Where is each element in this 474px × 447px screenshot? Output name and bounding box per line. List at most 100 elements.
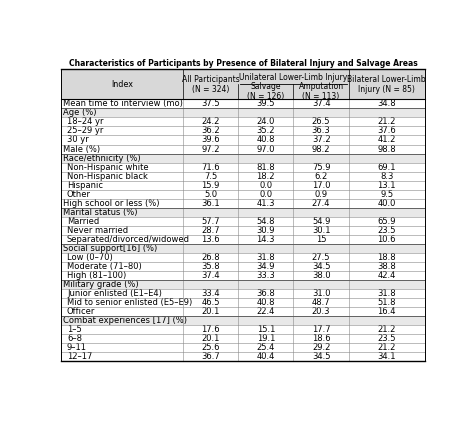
Text: 37.6: 37.6	[377, 127, 396, 135]
Text: 48.7: 48.7	[312, 298, 330, 307]
Text: 18.6: 18.6	[312, 334, 330, 343]
Text: Other: Other	[67, 190, 91, 198]
Bar	[61, 316, 425, 325]
Text: Mid to senior enlisted (E5–E9): Mid to senior enlisted (E5–E9)	[67, 298, 192, 307]
Text: 9.5: 9.5	[380, 190, 393, 198]
Bar	[61, 135, 425, 144]
Text: 15: 15	[316, 235, 327, 244]
Text: 69.1: 69.1	[377, 163, 396, 172]
Text: 39.5: 39.5	[256, 99, 275, 109]
Text: 37.4: 37.4	[312, 99, 330, 109]
Bar	[61, 289, 425, 298]
Text: 26.8: 26.8	[201, 253, 220, 262]
Text: 37.5: 37.5	[201, 99, 220, 109]
Text: 6.2: 6.2	[314, 172, 328, 181]
Bar	[61, 181, 425, 190]
Bar	[61, 190, 425, 198]
Bar	[61, 144, 425, 153]
Text: 21.2: 21.2	[378, 118, 396, 127]
Text: 17.0: 17.0	[312, 181, 330, 190]
Bar	[61, 352, 425, 361]
Text: All Participants
(N = 324): All Participants (N = 324)	[182, 75, 239, 94]
Text: Junior enlisted (E1–E4): Junior enlisted (E1–E4)	[67, 289, 162, 298]
Text: 28.7: 28.7	[201, 226, 220, 235]
Text: 34.9: 34.9	[256, 262, 275, 271]
Text: 19.1: 19.1	[256, 334, 275, 343]
Bar	[61, 343, 425, 352]
Text: 10.6: 10.6	[377, 235, 396, 244]
Text: 33.4: 33.4	[201, 289, 220, 298]
Text: 36.1: 36.1	[201, 198, 220, 207]
Text: 18–24 yr: 18–24 yr	[67, 118, 103, 127]
Text: 20.3: 20.3	[312, 307, 330, 316]
Text: 23.5: 23.5	[377, 226, 396, 235]
Bar	[61, 127, 425, 135]
Text: Mean time to interview (mo): Mean time to interview (mo)	[63, 99, 182, 109]
Text: 17.6: 17.6	[201, 325, 220, 334]
Text: 25.6: 25.6	[201, 343, 220, 352]
Text: 31.8: 31.8	[256, 253, 275, 262]
Bar	[61, 307, 425, 316]
Text: 40.4: 40.4	[256, 352, 275, 361]
Text: 97.2: 97.2	[201, 144, 220, 153]
Text: Officer: Officer	[67, 307, 95, 316]
Text: 6–8: 6–8	[67, 334, 82, 343]
Bar	[61, 334, 425, 343]
Text: Race/ethnicity (%): Race/ethnicity (%)	[63, 153, 140, 163]
Text: 14.3: 14.3	[256, 235, 275, 244]
Text: 29.2: 29.2	[312, 343, 330, 352]
Text: 34.5: 34.5	[312, 352, 330, 361]
Text: 40.8: 40.8	[256, 298, 275, 307]
Text: 41.3: 41.3	[256, 198, 275, 207]
Text: 17.7: 17.7	[312, 325, 330, 334]
Bar	[61, 69, 425, 99]
Text: 40.8: 40.8	[256, 135, 275, 144]
Text: Characteristics of Participants by Presence of Bilateral Injury and Salvage Area: Characteristics of Participants by Prese…	[69, 59, 417, 68]
Text: 21.2: 21.2	[378, 343, 396, 352]
Text: Marital status (%): Marital status (%)	[63, 208, 137, 217]
Text: 21.2: 21.2	[378, 325, 396, 334]
Bar	[61, 235, 425, 244]
Bar	[61, 325, 425, 334]
Bar	[61, 262, 425, 271]
Bar	[61, 253, 425, 262]
Text: 23.5: 23.5	[377, 334, 396, 343]
Text: 0.9: 0.9	[315, 190, 328, 198]
Bar	[61, 244, 425, 253]
Text: 81.8: 81.8	[256, 163, 275, 172]
Bar	[61, 99, 425, 109]
Text: 13.6: 13.6	[201, 235, 220, 244]
Text: Separated/divorced/widowed: Separated/divorced/widowed	[67, 235, 190, 244]
Text: 98.2: 98.2	[312, 144, 330, 153]
Bar	[61, 172, 425, 181]
Text: 30.9: 30.9	[256, 226, 275, 235]
Text: 24.0: 24.0	[256, 118, 275, 127]
Text: 25.4: 25.4	[256, 343, 275, 352]
Text: 9–11: 9–11	[67, 343, 87, 352]
Text: 26.5: 26.5	[312, 118, 330, 127]
Text: 41.2: 41.2	[378, 135, 396, 144]
Text: Never married: Never married	[67, 226, 128, 235]
Text: 15.9: 15.9	[201, 181, 220, 190]
Text: 22.4: 22.4	[256, 307, 275, 316]
Bar	[61, 109, 425, 118]
Text: 34.5: 34.5	[312, 262, 330, 271]
Text: 8.3: 8.3	[380, 172, 393, 181]
Text: 46.5: 46.5	[201, 298, 220, 307]
Text: Bilateral Lower-Limb
Injury (N = 85): Bilateral Lower-Limb Injury (N = 85)	[347, 75, 426, 94]
Text: 27.5: 27.5	[312, 253, 330, 262]
Text: 34.8: 34.8	[377, 99, 396, 109]
Text: Index: Index	[111, 80, 133, 89]
Text: 30.1: 30.1	[312, 226, 330, 235]
Text: Non-Hispanic white: Non-Hispanic white	[67, 163, 148, 172]
Bar	[61, 217, 425, 226]
Text: 36.7: 36.7	[201, 352, 220, 361]
Text: 18.2: 18.2	[256, 172, 275, 181]
Bar	[61, 298, 425, 307]
Bar	[61, 280, 425, 289]
Text: 31.8: 31.8	[377, 289, 396, 298]
Text: Male (%): Male (%)	[63, 144, 100, 153]
Text: Social support[16] (%): Social support[16] (%)	[63, 244, 157, 253]
Text: 40.0: 40.0	[378, 198, 396, 207]
Text: 27.4: 27.4	[312, 198, 330, 207]
